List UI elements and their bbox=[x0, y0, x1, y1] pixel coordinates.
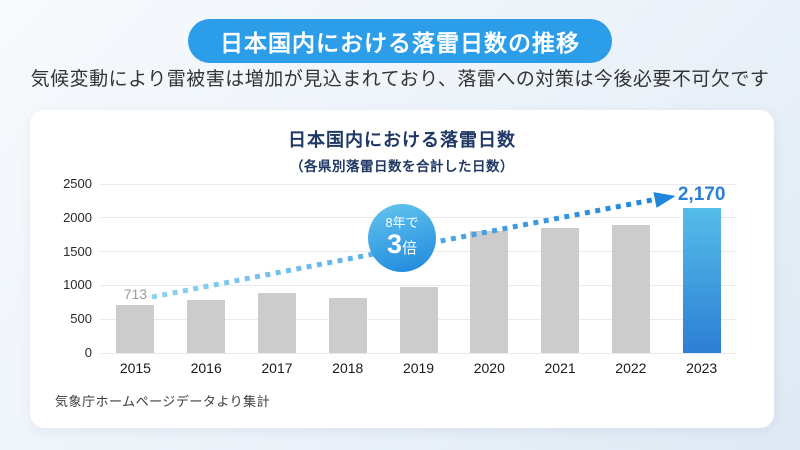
x-tick-label-2020: 2020 bbox=[473, 360, 505, 376]
gridline-2500 bbox=[100, 183, 737, 185]
y-tick-label-2500: 2500 bbox=[63, 176, 92, 191]
bar-2018 bbox=[328, 297, 367, 353]
bar-2020 bbox=[470, 231, 509, 353]
bar-2019 bbox=[399, 287, 438, 353]
y-tick-label-2000: 2000 bbox=[63, 209, 92, 225]
bar-2021 bbox=[541, 227, 580, 353]
bar-column-2017 bbox=[242, 184, 313, 353]
chart-subtitle: （各県別落雷日数を合計した日数） bbox=[290, 159, 514, 174]
badge-multiplier-unit: 倍 bbox=[402, 240, 418, 258]
page-title: 日本国内における落雷日数の推移 bbox=[220, 30, 580, 56]
x-tick-label-2016: 2016 bbox=[190, 360, 222, 376]
gridline-0 bbox=[100, 352, 737, 354]
x-tick-label-2019: 2019 bbox=[402, 360, 435, 376]
bar-column-2020 bbox=[454, 184, 525, 353]
badge-multiplier-number: 3 bbox=[386, 229, 402, 260]
chart-card: 日本国内における落雷日数 （各県別落雷日数を合計した日数） 0 500 1000 15… bbox=[30, 110, 774, 428]
bar-column-2022 bbox=[595, 184, 666, 353]
growth-badge: 8年で 3倍 bbox=[368, 204, 436, 272]
y-tick-label-500: 500 bbox=[70, 311, 92, 327]
bar-2016 bbox=[187, 299, 226, 353]
bar-2017 bbox=[257, 292, 296, 353]
data-source-note: 気象庁ホームページデータより集計 bbox=[55, 394, 271, 409]
first-bar-value-label: 713 bbox=[123, 285, 148, 302]
y-tick-label-1000: 1000 bbox=[63, 277, 92, 293]
x-tick-label-2015: 2015 bbox=[119, 360, 151, 376]
last-bar-value-label: 2,170 bbox=[677, 184, 726, 205]
bar-column-2015: 713 bbox=[100, 184, 171, 353]
bar-column-2021 bbox=[525, 184, 596, 353]
x-tick-label-2021: 2021 bbox=[544, 360, 576, 376]
x-tick-label-2017: 2017 bbox=[261, 360, 293, 376]
chart-title: 日本国内における落雷日数 bbox=[288, 130, 516, 150]
page-subtitle: 気候変動により雷被害は増加が見込まれており、落雷への対策は今後必要不可欠です bbox=[30, 69, 770, 90]
x-tick-label-2022: 2022 bbox=[615, 360, 647, 376]
badge-period-text: 8年で bbox=[385, 215, 419, 230]
page-title-banner: 日本国内における落雷日数の推移 bbox=[188, 19, 612, 63]
bar-column-2018 bbox=[312, 184, 383, 353]
x-tick-label-2018: 2018 bbox=[332, 360, 364, 376]
x-axis-labels: 2015 2016 2017 2018 2019 2020 2021 2022 2023 bbox=[100, 360, 737, 376]
y-tick-label-0: 0 bbox=[84, 345, 92, 360]
bar-column-2023: 2,170 bbox=[666, 184, 737, 353]
x-tick-label-2023: 2023 bbox=[686, 360, 718, 376]
y-tick-label-1500: 1500 bbox=[63, 243, 92, 259]
bar-2022 bbox=[611, 225, 650, 353]
bar-column-2016 bbox=[171, 184, 242, 353]
badge-multiplier-text: 3倍 bbox=[386, 229, 418, 260]
bar-2015 bbox=[116, 304, 155, 353]
bar-2023 bbox=[682, 208, 721, 353]
